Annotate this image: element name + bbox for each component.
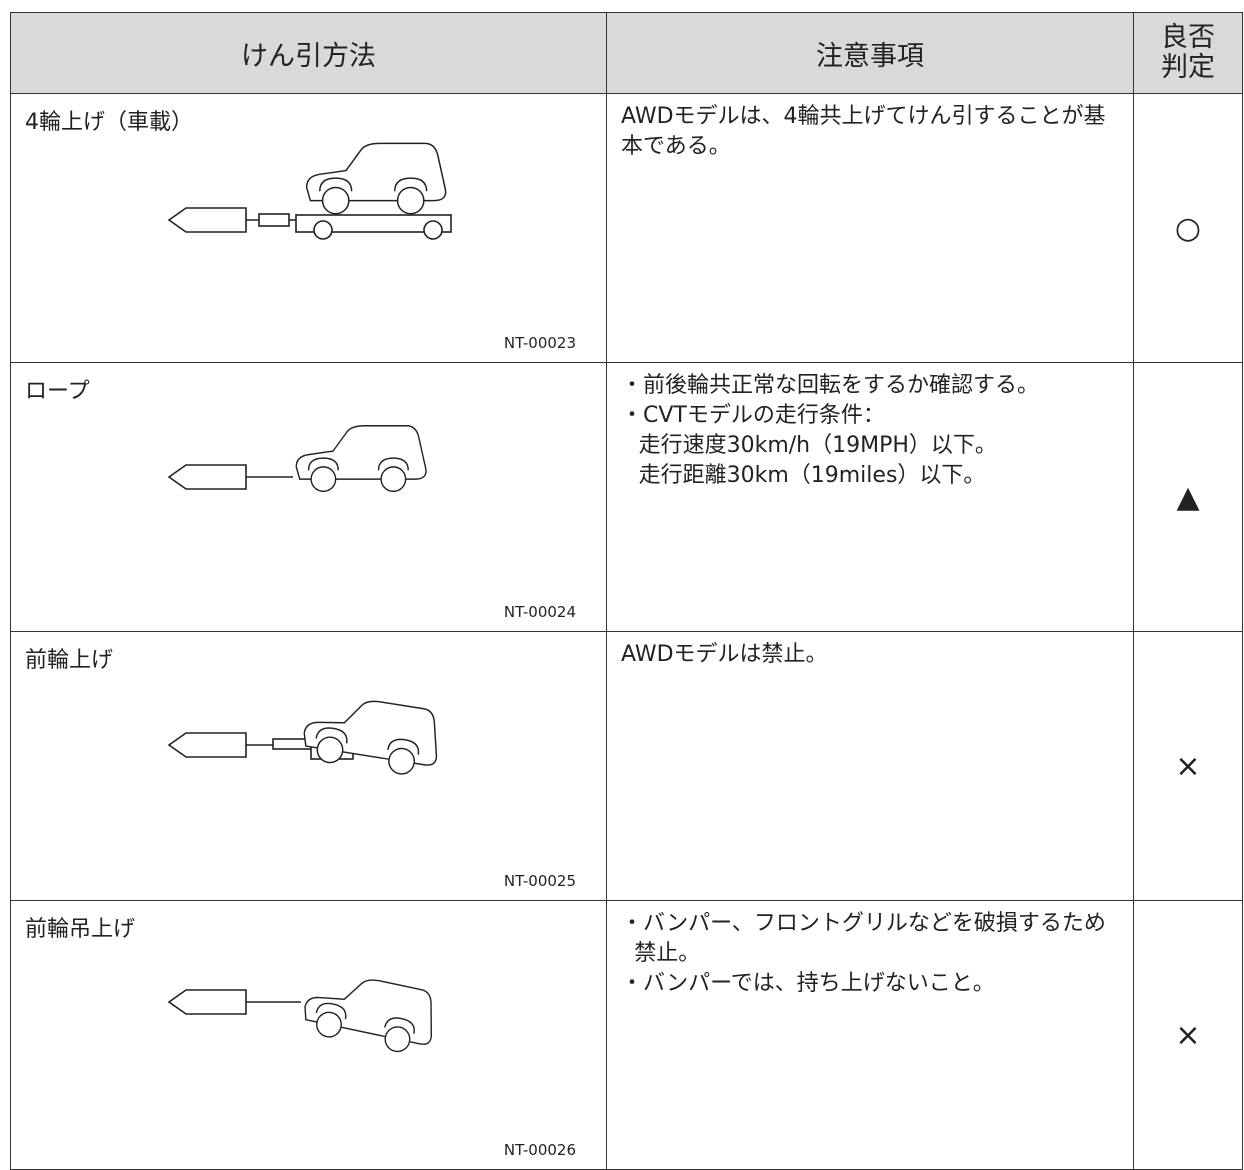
row: 4輪上げ（車載） NT-00023 AWDモデルは、4輪共上げてけん引することが…: [10, 93, 1243, 363]
note: ・バンパー、フロントグリルなどを破損するため禁止。: [621, 911, 1106, 966]
method-text: 4輪上げ（車載）: [25, 110, 193, 135]
notes-cell: AWDモデルは、4輪共上げてけん引することが基本である。: [606, 93, 1134, 363]
header-text: 注意事項: [816, 40, 924, 72]
illustration: [167, 690, 445, 780]
row: 前輪上げ NT-00025 AWDモデルは禁止。 ×: [10, 631, 1243, 901]
note-sub: 走行速度30km/h（19MPH）以下。: [638, 433, 997, 458]
notes-cell: AWDモデルは禁止。: [606, 631, 1134, 901]
header-cell: 注意事項: [606, 12, 1134, 94]
note: AWDモデルは禁止。: [621, 642, 828, 667]
figure-id: NT-00023: [503, 334, 576, 352]
figure-id: NT-00024: [503, 603, 576, 621]
judgement-cell: ×: [1133, 631, 1243, 901]
header-cell: 良否 判定: [1133, 12, 1243, 94]
notes-cell: ・バンパー、フロントグリルなどを破損するため禁止。 ・バンパーでは、持ち上げない…: [606, 900, 1134, 1170]
notes-cell: ・前後輪共正常な回転をするか確認する。 ・CVTモデルの走行条件： 走行速度30…: [606, 362, 1134, 632]
illustration: [167, 425, 427, 493]
illustration: [167, 966, 442, 1059]
header-cell: けん引方法: [10, 12, 607, 94]
note: AWDモデルは、4輪共上げてけん引することが基本である。: [621, 104, 1106, 159]
judgement-cell: ○: [1133, 93, 1243, 363]
judgement: ×: [1175, 748, 1201, 784]
judgement-cell: ▲: [1133, 362, 1243, 632]
note-sub: 走行距離30km（19miles）以下。: [638, 463, 986, 488]
note: ・バンパーでは、持ち上げないこと。: [621, 971, 995, 996]
method-cell: ロープ NT-00024: [10, 362, 607, 632]
row: ロープ NT-00024 ・前後輪共正常な回転をするか確認する。 ・CVTモデル…: [10, 362, 1243, 632]
header-text: 判定: [1161, 52, 1215, 83]
judgement: ×: [1175, 1017, 1201, 1053]
method-cell: 4輪上げ（車載） NT-00023: [10, 93, 607, 363]
method-text: 前輪上げ: [25, 648, 114, 673]
note: ・前後輪共正常な回転をするか確認する。: [621, 373, 1040, 398]
method-text: ロープ: [25, 379, 90, 404]
method-cell: 前輪上げ NT-00025: [10, 631, 607, 901]
towing-table: けん引方法 注意事項 良否 判定 4輪上げ（車載） NT-00023 AWDモデル…: [10, 12, 1243, 1170]
header-text: けん引方法: [241, 40, 376, 72]
figure-id: NT-00026: [503, 1141, 576, 1159]
method-cell: 前輪吊上げ NT-00026: [10, 900, 607, 1170]
header-row: けん引方法 注意事項 良否 判定: [10, 12, 1243, 94]
figure-id: NT-00025: [503, 872, 576, 890]
header-text: 良否: [1161, 22, 1215, 53]
note: ・CVTモデルの走行条件：: [621, 403, 885, 428]
judgement: ○: [1174, 210, 1202, 246]
row: 前輪吊上げ NT-00026 ・バンパー、フロントグリルなどを破損するため禁止。…: [10, 900, 1243, 1170]
method-text: 前輪吊上げ: [25, 917, 136, 942]
illustration: [167, 142, 452, 240]
judgement-cell: ×: [1133, 900, 1243, 1170]
judgement: ▲: [1176, 479, 1200, 515]
